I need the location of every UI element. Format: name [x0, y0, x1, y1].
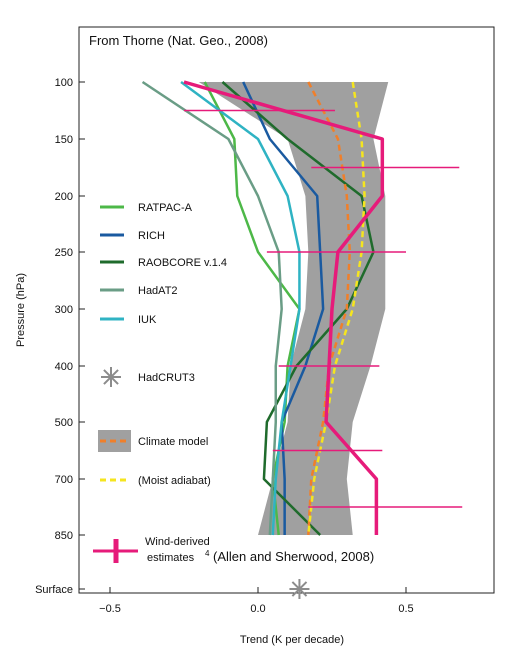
legend-swatch-asterisk	[101, 367, 121, 387]
legend-entry-ratpac-a: RATPAC-A	[100, 202, 193, 214]
y-tick-label: 500	[55, 417, 73, 429]
series-line-hadat2	[141, 80, 283, 536]
legend-entry-hadcrut3: HadCRUT3	[101, 367, 195, 387]
x-tick-label: 0.5	[398, 603, 413, 615]
x-axis-title: Trend (K per decade)	[240, 634, 344, 646]
legend-entry-iuk: IUK	[100, 314, 157, 326]
legend-entry-climate-model: Climate model	[98, 430, 208, 452]
y-tick-label: Surface	[35, 584, 73, 596]
series-line-moist-adiabat	[307, 81, 366, 536]
legend-entry-rich: RICH	[100, 230, 165, 242]
y-axis-title: Pressure (hPa)	[15, 273, 27, 347]
series-line-rich	[242, 81, 325, 535]
error-bars-layer	[184, 109, 463, 508]
y-tick-label: 700	[55, 474, 73, 486]
y-ticks: 100 150 200 250 300 400 500 700 850 Surface	[35, 77, 85, 596]
y-tick-label: 250	[55, 247, 73, 259]
legend-entry-raobcore-v-1-4: RAOBCORE v.1.4	[100, 257, 227, 269]
y-tick-label: 100	[55, 77, 73, 89]
y-tick-label: 150	[55, 134, 73, 146]
legend-entry-moist-adiabat: (Moist adiabat)	[100, 475, 211, 487]
model-range-layer	[198, 82, 389, 535]
y-tick-label: 200	[55, 191, 73, 203]
legend-superscript: 4	[205, 549, 210, 558]
legend-label: Climate model	[138, 436, 208, 448]
legend-label: (Moist adiabat)	[138, 475, 211, 487]
surface-marker-hadcrut3-stroke	[291, 581, 308, 597]
series-layer	[141, 80, 385, 536]
y-tick-label: 850	[55, 530, 73, 542]
y-tick-label: 300	[55, 304, 73, 316]
legend-label: RATPAC-A	[138, 202, 193, 214]
legend-label: HadCRUT3	[138, 372, 195, 384]
legend-label: RICH	[138, 230, 165, 242]
legend-label: HadAT2	[138, 285, 178, 297]
legend-label: Wind-derived	[145, 536, 210, 548]
legend-entry-wind-derived: Wind-derived estimates 4 (Allen and Sherwoo…	[93, 536, 374, 564]
legend-swatch-asterisk-stroke	[103, 369, 119, 385]
model-range-band	[198, 82, 389, 535]
series-line-climate-model	[307, 81, 352, 536]
series-line-iuk	[180, 80, 301, 536]
legend-entry-hadat2: HadAT2	[100, 285, 178, 297]
x-ticks: −0.5 0.0 0.5	[99, 587, 414, 615]
x-tick-label: −0.5	[99, 603, 121, 615]
chart-annotation: From Thorne (Nat. Geo., 2008)	[89, 33, 268, 48]
legend-label-2: estimates	[147, 552, 195, 564]
legend: RATPAC-A RICH RAOBCORE v.1.4 HadAT2 IUK HadCR…	[93, 202, 374, 564]
legend-citation: (Allen and Sherwood, 2008)	[213, 549, 374, 564]
legend-label: RAOBCORE v.1.4	[138, 257, 227, 269]
plot-frame	[78, 26, 495, 594]
series-line-wind-derived-estimates	[183, 80, 385, 535]
surface-marker-hadcrut3	[289, 579, 310, 599]
y-tick-label: 400	[55, 361, 73, 373]
legend-label: IUK	[138, 314, 157, 326]
surface-marker-layer	[289, 579, 310, 599]
x-tick-label: 0.0	[250, 603, 265, 615]
